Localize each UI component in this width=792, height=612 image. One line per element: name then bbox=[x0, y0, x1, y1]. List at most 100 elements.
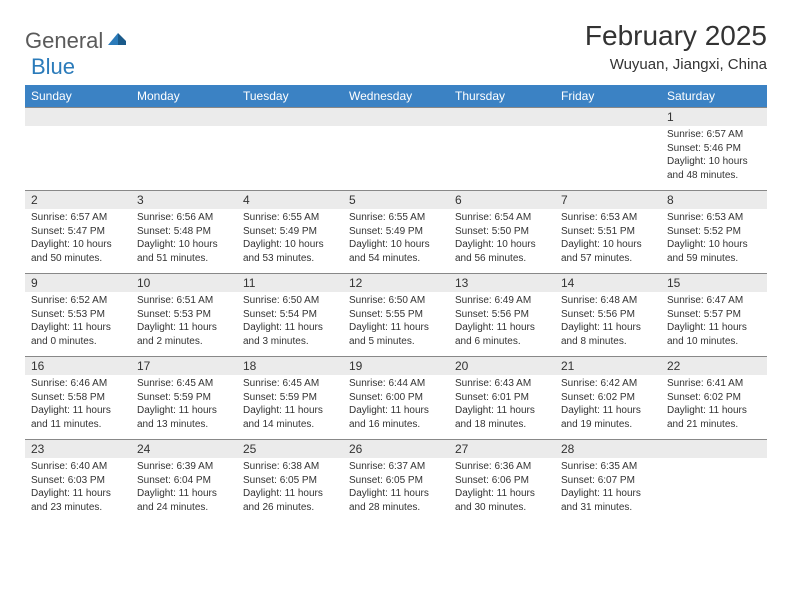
day-number: 23 bbox=[25, 440, 131, 458]
sunrise-text: Sunrise: 6:55 AM bbox=[243, 211, 337, 225]
sunrise-text: Sunrise: 6:57 AM bbox=[667, 128, 761, 142]
weekday-tuesday: Tuesday bbox=[237, 85, 343, 107]
day-content: Sunrise: 6:57 AMSunset: 5:47 PMDaylight:… bbox=[25, 209, 131, 267]
day-cell: 19Sunrise: 6:44 AMSunset: 6:00 PMDayligh… bbox=[343, 357, 449, 439]
sunset-text: Sunset: 5:53 PM bbox=[31, 308, 125, 322]
sunrise-text: Sunrise: 6:40 AM bbox=[31, 460, 125, 474]
sunrise-text: Sunrise: 6:47 AM bbox=[667, 294, 761, 308]
daylight-text: Daylight: 11 hours and 30 minutes. bbox=[455, 487, 549, 514]
day-cell: 13Sunrise: 6:49 AMSunset: 5:56 PMDayligh… bbox=[449, 274, 555, 356]
day-cell: 8Sunrise: 6:53 AMSunset: 5:52 PMDaylight… bbox=[661, 191, 767, 273]
title-area: February 2025 Wuyuan, Jiangxi, China bbox=[585, 20, 767, 73]
day-cell bbox=[25, 108, 131, 190]
sunrise-text: Sunrise: 6:45 AM bbox=[137, 377, 231, 391]
day-number: 24 bbox=[131, 440, 237, 458]
day-content: Sunrise: 6:53 AMSunset: 5:51 PMDaylight:… bbox=[555, 209, 661, 267]
day-number: 14 bbox=[555, 274, 661, 292]
day-content: Sunrise: 6:48 AMSunset: 5:56 PMDaylight:… bbox=[555, 292, 661, 350]
sunrise-text: Sunrise: 6:41 AM bbox=[667, 377, 761, 391]
logo-text-general: General bbox=[25, 28, 103, 54]
day-cell bbox=[555, 108, 661, 190]
sunset-text: Sunset: 6:05 PM bbox=[349, 474, 443, 488]
day-number: 4 bbox=[237, 191, 343, 209]
weekday-friday: Friday bbox=[555, 85, 661, 107]
day-cell: 12Sunrise: 6:50 AMSunset: 5:55 PMDayligh… bbox=[343, 274, 449, 356]
sunrise-text: Sunrise: 6:55 AM bbox=[349, 211, 443, 225]
day-content: Sunrise: 6:56 AMSunset: 5:48 PMDaylight:… bbox=[131, 209, 237, 267]
day-number: 27 bbox=[449, 440, 555, 458]
day-number: 26 bbox=[343, 440, 449, 458]
day-cell: 6Sunrise: 6:54 AMSunset: 5:50 PMDaylight… bbox=[449, 191, 555, 273]
day-content: Sunrise: 6:52 AMSunset: 5:53 PMDaylight:… bbox=[25, 292, 131, 350]
week-row: 1Sunrise: 6:57 AMSunset: 5:46 PMDaylight… bbox=[25, 107, 767, 190]
day-cell: 21Sunrise: 6:42 AMSunset: 6:02 PMDayligh… bbox=[555, 357, 661, 439]
sunset-text: Sunset: 6:07 PM bbox=[561, 474, 655, 488]
logo: General bbox=[25, 20, 130, 54]
sunrise-text: Sunrise: 6:53 AM bbox=[561, 211, 655, 225]
day-cell: 7Sunrise: 6:53 AMSunset: 5:51 PMDaylight… bbox=[555, 191, 661, 273]
day-number bbox=[449, 108, 555, 126]
day-cell: 2Sunrise: 6:57 AMSunset: 5:47 PMDaylight… bbox=[25, 191, 131, 273]
daylight-text: Daylight: 11 hours and 21 minutes. bbox=[667, 404, 761, 431]
sunrise-text: Sunrise: 6:50 AM bbox=[243, 294, 337, 308]
weekday-monday: Monday bbox=[131, 85, 237, 107]
day-content: Sunrise: 6:55 AMSunset: 5:49 PMDaylight:… bbox=[237, 209, 343, 267]
sunset-text: Sunset: 5:56 PM bbox=[455, 308, 549, 322]
sunrise-text: Sunrise: 6:52 AM bbox=[31, 294, 125, 308]
sunrise-text: Sunrise: 6:51 AM bbox=[137, 294, 231, 308]
daylight-text: Daylight: 11 hours and 13 minutes. bbox=[137, 404, 231, 431]
day-content: Sunrise: 6:57 AMSunset: 5:46 PMDaylight:… bbox=[661, 126, 767, 184]
day-cell bbox=[449, 108, 555, 190]
day-cell: 15Sunrise: 6:47 AMSunset: 5:57 PMDayligh… bbox=[661, 274, 767, 356]
day-content: Sunrise: 6:37 AMSunset: 6:05 PMDaylight:… bbox=[343, 458, 449, 516]
day-cell: 17Sunrise: 6:45 AMSunset: 5:59 PMDayligh… bbox=[131, 357, 237, 439]
day-cell: 4Sunrise: 6:55 AMSunset: 5:49 PMDaylight… bbox=[237, 191, 343, 273]
day-cell: 14Sunrise: 6:48 AMSunset: 5:56 PMDayligh… bbox=[555, 274, 661, 356]
day-number: 10 bbox=[131, 274, 237, 292]
day-cell: 11Sunrise: 6:50 AMSunset: 5:54 PMDayligh… bbox=[237, 274, 343, 356]
daylight-text: Daylight: 10 hours and 51 minutes. bbox=[137, 238, 231, 265]
daylight-text: Daylight: 11 hours and 28 minutes. bbox=[349, 487, 443, 514]
daylight-text: Daylight: 11 hours and 31 minutes. bbox=[561, 487, 655, 514]
day-cell: 3Sunrise: 6:56 AMSunset: 5:48 PMDaylight… bbox=[131, 191, 237, 273]
daylight-text: Daylight: 11 hours and 0 minutes. bbox=[31, 321, 125, 348]
day-cell: 9Sunrise: 6:52 AMSunset: 5:53 PMDaylight… bbox=[25, 274, 131, 356]
sunset-text: Sunset: 6:00 PM bbox=[349, 391, 443, 405]
day-cell bbox=[661, 440, 767, 522]
day-number: 19 bbox=[343, 357, 449, 375]
day-number: 13 bbox=[449, 274, 555, 292]
weekday-thursday: Thursday bbox=[449, 85, 555, 107]
sunset-text: Sunset: 6:02 PM bbox=[667, 391, 761, 405]
daylight-text: Daylight: 10 hours and 57 minutes. bbox=[561, 238, 655, 265]
day-cell bbox=[131, 108, 237, 190]
day-number bbox=[25, 108, 131, 126]
day-content: Sunrise: 6:38 AMSunset: 6:05 PMDaylight:… bbox=[237, 458, 343, 516]
weekday-saturday: Saturday bbox=[661, 85, 767, 107]
daylight-text: Daylight: 11 hours and 19 minutes. bbox=[561, 404, 655, 431]
day-content: Sunrise: 6:47 AMSunset: 5:57 PMDaylight:… bbox=[661, 292, 767, 350]
day-content: Sunrise: 6:44 AMSunset: 6:00 PMDaylight:… bbox=[343, 375, 449, 433]
day-cell: 24Sunrise: 6:39 AMSunset: 6:04 PMDayligh… bbox=[131, 440, 237, 522]
day-cell: 10 Sunrise: 6:51 AMSunset: 5:53 PMDayligh… bbox=[131, 274, 237, 356]
day-content: Sunrise: 6:45 AMSunset: 5:59 PMDaylight:… bbox=[237, 375, 343, 433]
daylight-text: Daylight: 11 hours and 24 minutes. bbox=[137, 487, 231, 514]
daylight-text: Daylight: 11 hours and 11 minutes. bbox=[31, 404, 125, 431]
sunset-text: Sunset: 5:53 PM bbox=[137, 308, 231, 322]
sunrise-text: Sunrise: 6:46 AM bbox=[31, 377, 125, 391]
day-number: 21 bbox=[555, 357, 661, 375]
week-row: 16Sunrise: 6:46 AMSunset: 5:58 PMDayligh… bbox=[25, 356, 767, 439]
daylight-text: Daylight: 11 hours and 14 minutes. bbox=[243, 404, 337, 431]
day-number: 22 bbox=[661, 357, 767, 375]
sunset-text: Sunset: 5:49 PM bbox=[243, 225, 337, 239]
day-number: 12 bbox=[343, 274, 449, 292]
day-content: Sunrise: 6:39 AMSunset: 6:04 PMDaylight:… bbox=[131, 458, 237, 516]
sunset-text: Sunset: 5:52 PM bbox=[667, 225, 761, 239]
month-title: February 2025 bbox=[585, 20, 767, 52]
daylight-text: Daylight: 11 hours and 2 minutes. bbox=[137, 321, 231, 348]
calendar: Sunday Monday Tuesday Wednesday Thursday… bbox=[25, 85, 767, 522]
daylight-text: Daylight: 11 hours and 26 minutes. bbox=[243, 487, 337, 514]
daylight-text: Daylight: 10 hours and 50 minutes. bbox=[31, 238, 125, 265]
day-cell: 22 Sunrise: 6:41 AMSunset: 6:02 PMDayligh… bbox=[661, 357, 767, 439]
daylight-text: Daylight: 10 hours and 53 minutes. bbox=[243, 238, 337, 265]
logo-blue-wrap: Blue bbox=[31, 54, 75, 80]
